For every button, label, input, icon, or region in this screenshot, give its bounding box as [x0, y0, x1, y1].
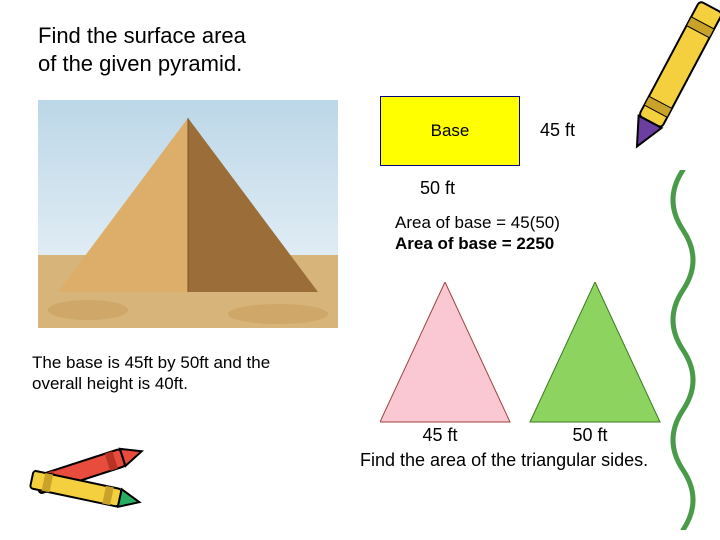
caption-line-2: overall height is 40ft.	[32, 374, 188, 393]
title-line-1: Find the surface area	[38, 23, 246, 48]
title-line-2: of the given pyramid.	[38, 51, 242, 76]
base-width-label: 45 ft	[540, 120, 575, 141]
green-triangle-label: 50 ft	[525, 425, 655, 446]
problem-title: Find the surface area of the given pyram…	[38, 22, 246, 77]
pyramid-photo	[38, 100, 338, 328]
green-triangle	[530, 282, 660, 422]
base-rectangle: Base	[380, 96, 520, 166]
area-calculation: Area of base = 45(50) Area of base = 225…	[395, 212, 560, 255]
pink-triangle-label: 45 ft	[375, 425, 505, 446]
squiggle-icon	[658, 170, 708, 530]
triangle-labels: 45 ft 50 ft	[375, 425, 695, 446]
triangle-sides	[380, 282, 670, 427]
find-area-text: Find the area of the triangular sides.	[360, 450, 648, 471]
base-label: Base	[431, 121, 470, 141]
area-line-1: Area of base = 45(50)	[395, 213, 560, 232]
base-length-label: 50 ft	[420, 178, 455, 199]
crayon-icon	[618, 0, 720, 178]
dimensions-caption: The base is 45ft by 50ft and the overall…	[32, 352, 270, 395]
caption-line-1: The base is 45ft by 50ft and the	[32, 353, 270, 372]
area-line-2: Area of base = 2250	[395, 234, 554, 253]
crayons-icon	[20, 424, 170, 534]
pink-triangle	[380, 282, 510, 422]
